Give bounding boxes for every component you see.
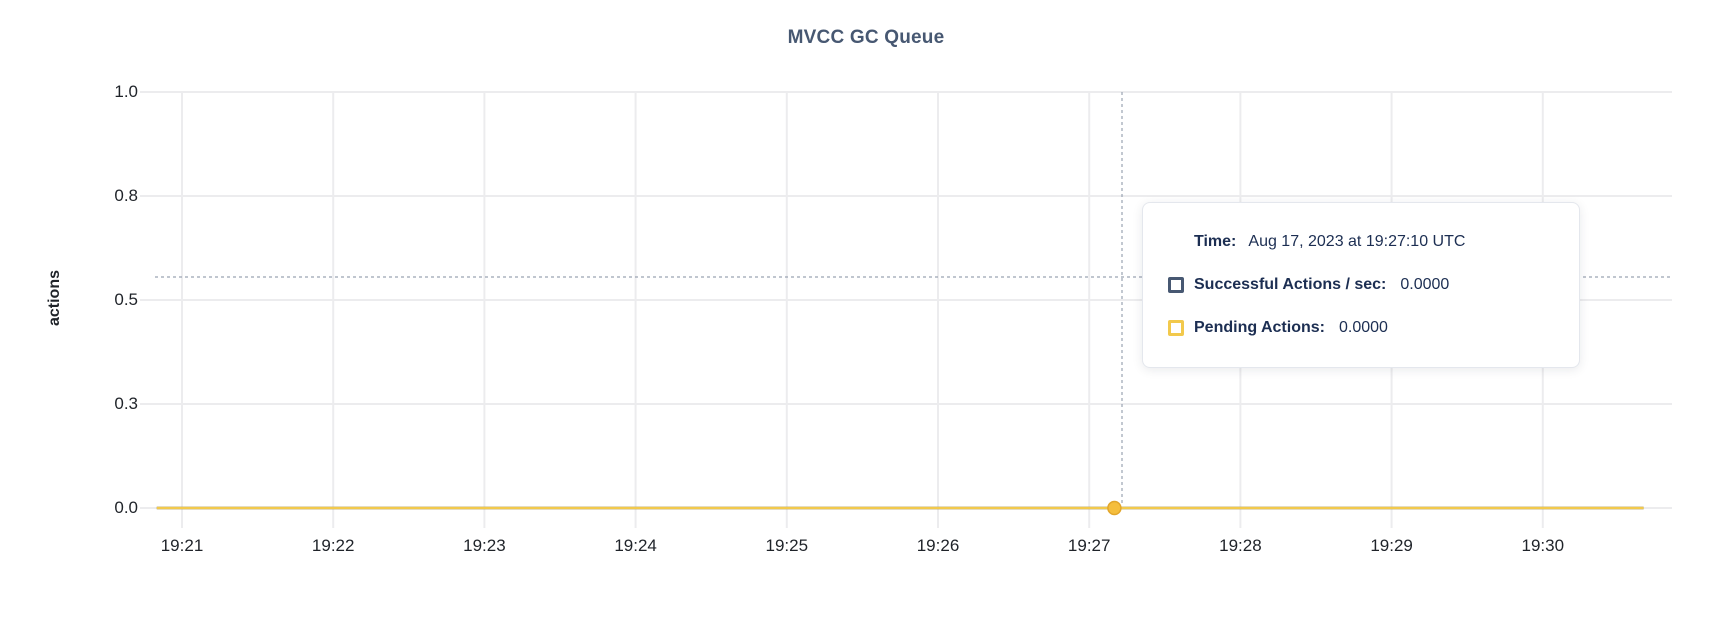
x-tick-label: 19:21 [160, 536, 204, 555]
x-tick-label: 19:28 [1219, 536, 1262, 555]
x-tick-label: 19:27 [1067, 536, 1111, 555]
tooltip-pending-value: 0.0000 [1338, 319, 1388, 336]
y-tick-label: 0.3 [114, 394, 138, 413]
tooltip-time-row: Time: Aug 17, 2023 at 19:27:10 UTC [1168, 231, 1559, 253]
x-tick-label: 19:26 [916, 536, 960, 555]
x-tick-label: 19:29 [1370, 536, 1413, 555]
x-tick-label: 19:30 [1521, 536, 1565, 555]
hover-point-dot [1107, 500, 1122, 516]
tooltip-time-value: Aug 17, 2023 at 19:27:10 UTC [1248, 233, 1466, 250]
y-tick-label: 0.8 [114, 186, 138, 205]
tooltip-successful-value: 0.0000 [1400, 276, 1450, 293]
y-tick-label: 0.5 [114, 290, 138, 309]
series-swatch-successful-icon [1168, 277, 1184, 293]
hover-tooltip: Time: Aug 17, 2023 at 19:27:10 UTC Succe… [1142, 202, 1580, 368]
x-tick-label: 19:22 [311, 536, 355, 555]
tooltip-series-row-successful: Successful Actions / sec: 0.0000 [1168, 274, 1559, 296]
x-tick-label: 19:24 [614, 536, 657, 555]
x-tick-label: 19:23 [463, 536, 506, 555]
tooltip-time-label: Time: [1194, 233, 1237, 250]
series-swatch-pending-icon [1168, 320, 1184, 336]
y-tick-label: 1.0 [114, 82, 138, 101]
chart-title: MVCC GC Queue [787, 27, 945, 48]
y-tick-label: 0.0 [114, 498, 138, 517]
tooltip-pending-label: Pending Actions: [1194, 319, 1325, 336]
tooltip-successful-label: Successful Actions / sec: [1194, 276, 1387, 293]
x-tick-label: 19:25 [765, 536, 809, 555]
tooltip-series-row-pending: Pending Actions: 0.0000 [1168, 317, 1559, 339]
